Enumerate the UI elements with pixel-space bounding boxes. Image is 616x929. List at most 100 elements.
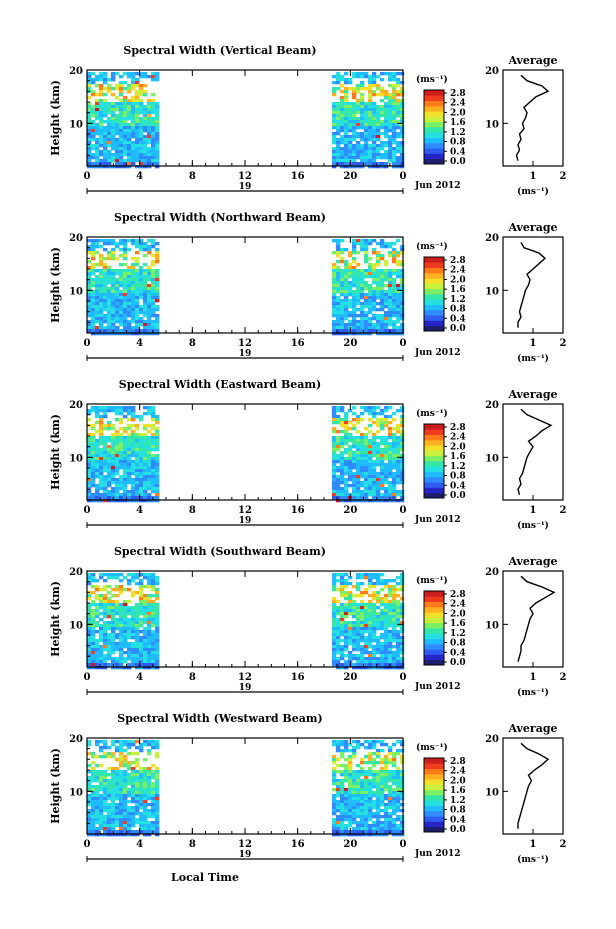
heatmap-cell bbox=[107, 597, 112, 601]
heatmap-cell bbox=[119, 132, 124, 136]
heatmap-cell bbox=[363, 621, 369, 625]
heatmap-cell bbox=[139, 487, 144, 491]
heatmap-cell bbox=[127, 579, 132, 583]
heatmap-cell bbox=[131, 99, 136, 103]
heatmap-cell bbox=[383, 475, 389, 479]
heatmap-cell bbox=[383, 621, 389, 625]
heatmap-cell bbox=[335, 132, 341, 136]
heatmap-cell bbox=[111, 272, 116, 276]
heatmap-cell bbox=[395, 272, 401, 276]
heatmap-cell bbox=[339, 618, 345, 622]
heatmap-cell bbox=[111, 615, 116, 619]
heatmap-cell bbox=[387, 78, 393, 82]
heatmap-cell bbox=[331, 633, 337, 637]
heatmap-cell bbox=[339, 749, 345, 753]
heatmap-cell bbox=[383, 156, 389, 160]
heatmap-cell bbox=[375, 591, 381, 595]
heatmap-cell bbox=[371, 651, 377, 655]
heatmap-cell bbox=[127, 657, 132, 661]
heatmap-cell bbox=[371, 752, 377, 756]
heatmap-cell bbox=[379, 272, 385, 276]
heatmap-cell bbox=[91, 147, 96, 151]
average-frame bbox=[502, 570, 564, 668]
heatmap-cell bbox=[107, 484, 112, 488]
heatmap-cell bbox=[95, 597, 100, 601]
heatmap-cell bbox=[155, 484, 160, 488]
heatmap-cell bbox=[107, 317, 112, 321]
heatmap-cell bbox=[143, 281, 148, 285]
heatmap-cell bbox=[135, 630, 140, 634]
heatmap-cell bbox=[127, 633, 132, 637]
heatmap-cell bbox=[339, 791, 345, 795]
heatmap-cell bbox=[351, 299, 357, 303]
heatmap-cell bbox=[115, 409, 120, 413]
heatmap-cell bbox=[351, 633, 357, 637]
heatmap-cell bbox=[143, 785, 148, 789]
heatmap-cell bbox=[331, 812, 337, 816]
heatmap-cell bbox=[343, 448, 349, 452]
heatmap-cell bbox=[123, 332, 128, 336]
heatmap-cell bbox=[339, 272, 345, 276]
heatmap-cell bbox=[379, 436, 385, 440]
heatmap-cell bbox=[143, 460, 148, 464]
heatmap-cell bbox=[139, 785, 144, 789]
heatmap-cell bbox=[379, 78, 385, 82]
heatmap-cell bbox=[343, 144, 349, 148]
heatmap-cell bbox=[135, 654, 140, 658]
heatmap-cell bbox=[399, 153, 405, 157]
heatmap-cell bbox=[99, 320, 104, 324]
heatmap-cell bbox=[123, 755, 128, 759]
heatmap-cell bbox=[383, 126, 389, 130]
heatmap-cell bbox=[155, 800, 160, 804]
heatmap-cell bbox=[111, 767, 116, 771]
heatmap-cell bbox=[131, 117, 136, 121]
heatmap-cell bbox=[363, 663, 369, 667]
heatmap-cell bbox=[391, 600, 397, 604]
heatmap-cell bbox=[115, 806, 120, 810]
heatmap-cell bbox=[399, 424, 405, 428]
heatmap-cell bbox=[371, 75, 377, 79]
heatmap-cell bbox=[103, 803, 108, 807]
heatmap-cell bbox=[367, 484, 373, 488]
heatmap-cell bbox=[119, 657, 124, 661]
heatmap-cell bbox=[123, 409, 128, 413]
heatmap-cell bbox=[383, 111, 389, 115]
heatmap-cell bbox=[111, 451, 116, 455]
heatmap-cell bbox=[95, 290, 100, 294]
y-tick-label: 20 bbox=[69, 400, 83, 411]
heatmap-cell bbox=[391, 78, 397, 82]
heatmap-cell bbox=[375, 84, 381, 88]
heatmap-cell bbox=[107, 806, 112, 810]
heatmap-cell bbox=[355, 794, 361, 798]
heatmap-cell bbox=[91, 478, 96, 482]
heatmap-cell bbox=[131, 329, 136, 333]
heatmap-cell bbox=[119, 639, 124, 643]
heatmap-cell bbox=[331, 496, 337, 500]
heatmap-cell bbox=[399, 311, 405, 315]
heatmap-cells bbox=[87, 406, 405, 503]
heatmap-cell bbox=[95, 415, 100, 419]
heatmap-cell bbox=[375, 481, 381, 485]
heatmap-cell bbox=[331, 156, 337, 160]
heatmap-cell bbox=[107, 439, 112, 443]
heatmap-cell bbox=[339, 141, 345, 145]
heatmap-cell bbox=[379, 314, 385, 318]
avg-y-tick-label: 10 bbox=[485, 119, 499, 130]
heatmap-cell bbox=[399, 263, 405, 267]
heatmap-cell bbox=[131, 114, 136, 118]
heatmap-cell bbox=[347, 651, 353, 655]
heatmap-cell bbox=[347, 764, 353, 768]
heatmap-cell bbox=[99, 773, 104, 777]
heatmap-cell bbox=[111, 129, 116, 133]
heatmap-cell bbox=[355, 654, 361, 658]
heatmap-cell bbox=[331, 266, 337, 270]
heatmap-cell bbox=[399, 743, 405, 747]
heatmap-cell bbox=[151, 293, 156, 297]
heatmap-cell bbox=[115, 815, 120, 819]
heatmap-cell bbox=[87, 156, 92, 160]
heatmap-cell bbox=[383, 311, 389, 315]
colorbar-tick-label: 2.4 bbox=[450, 266, 466, 276]
heatmap-cell bbox=[131, 785, 136, 789]
heatmap-cell bbox=[131, 657, 136, 661]
heatmap-cell bbox=[87, 576, 92, 580]
